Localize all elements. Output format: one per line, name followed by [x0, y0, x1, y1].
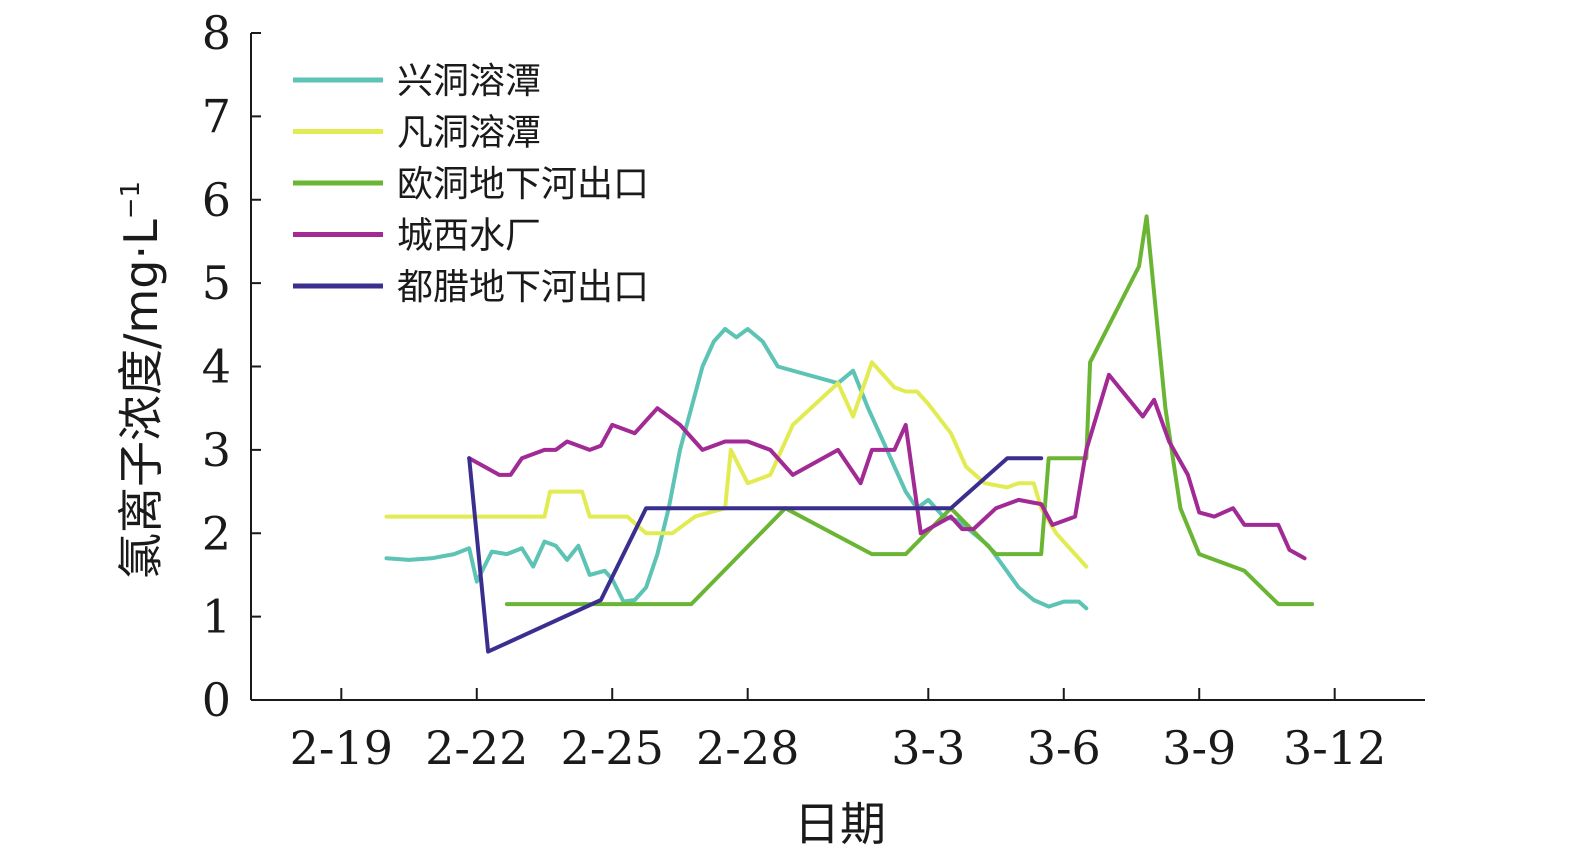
series-lines	[384, 214, 1315, 654]
legend-label: 凡洞溶潭	[397, 113, 541, 154]
y-tick-label: 3	[202, 423, 231, 477]
legend-label: 城西水厂	[397, 216, 541, 257]
legend-item: 都腊地下河出口	[293, 267, 649, 308]
x-tick-label: 3-3	[891, 721, 965, 775]
legend-item: 城西水厂	[293, 216, 541, 257]
x-tick-label: 3-6	[1027, 721, 1101, 775]
x-axis-title: 日期	[794, 797, 886, 851]
y-tick-label: 5	[202, 256, 231, 310]
y-tick-label: 1	[202, 590, 231, 644]
x-tick-label: 2-25	[561, 721, 664, 775]
legend-label: 都腊地下河出口	[397, 267, 649, 308]
y-tick-label: 4	[202, 340, 231, 394]
legend-item: 兴洞溶潭	[293, 61, 541, 102]
legend-item: 欧洞地下河出口	[293, 164, 649, 205]
y-tick-label: 6	[202, 173, 231, 227]
legend-label: 欧洞地下河出口	[397, 164, 649, 205]
x-tick-label: 3-12	[1283, 721, 1386, 775]
y-axis-title-main: 氯离子浓度/mg·L	[114, 219, 168, 579]
x-tick-label: 2-19	[290, 721, 393, 775]
y-tick-label: 2	[202, 506, 231, 560]
x-tick-label: 3-9	[1162, 721, 1236, 775]
y-axis-title-superscript: −1	[116, 181, 146, 219]
y-axis-ticks: 0 1 2 3 4 5 6 7 8	[202, 6, 261, 727]
series-line-5	[467, 456, 1044, 654]
y-tick-label: 8	[202, 6, 231, 60]
series-line-2	[384, 360, 1089, 569]
legend-label: 兴洞溶潭	[397, 61, 541, 102]
y-tick-label: 0	[202, 673, 231, 727]
x-axis-ticks: 2-19 2-22 2-25 2-28 3-3 3-6 3-9 3-12	[290, 688, 1386, 775]
x-tick-label: 2-22	[425, 721, 528, 775]
series-line-4	[467, 372, 1307, 561]
y-tick-label: 7	[202, 89, 231, 143]
x-tick-label: 2-28	[696, 721, 799, 775]
y-axis-title: 氯离子浓度/mg·L−1	[114, 181, 168, 579]
legend-item: 凡洞溶潭	[293, 113, 541, 154]
